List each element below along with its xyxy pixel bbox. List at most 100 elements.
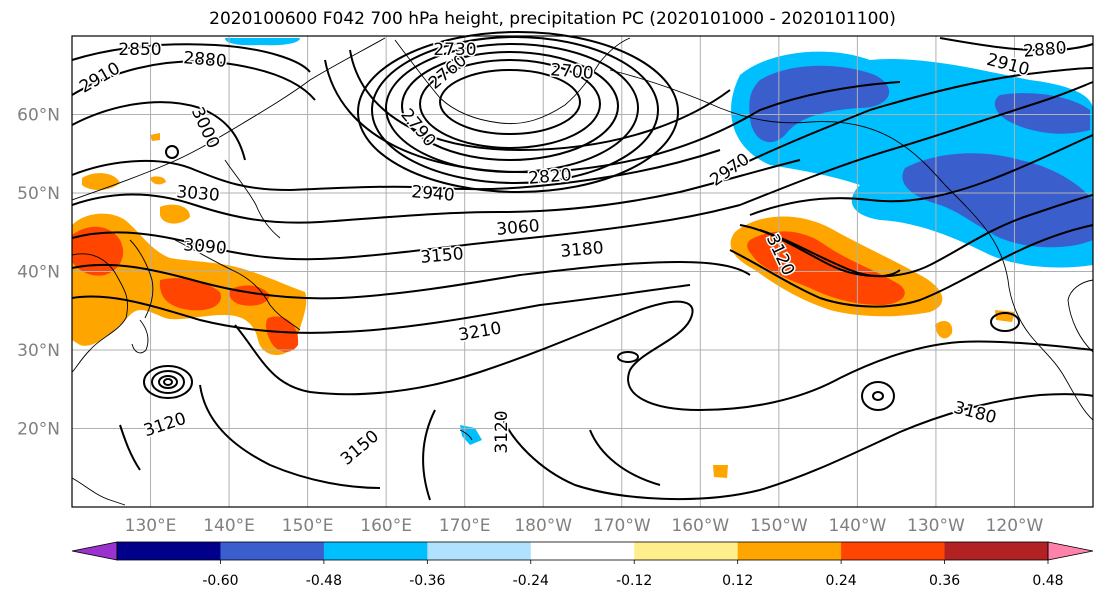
longitude-label: 140°W [829, 516, 887, 536]
longitude-label: 140°E [203, 516, 255, 536]
positive-precip-region [150, 133, 160, 141]
height-contour [371, 36, 659, 184]
longitude-label: 160°E [360, 516, 412, 536]
colorbar-tick-label: -0.12 [616, 573, 652, 589]
contour-label: 3000 [187, 104, 223, 152]
colorbar-extend-low [71, 541, 118, 561]
map-frame [71, 35, 1094, 508]
height-contour [234, 300, 1094, 412]
colorbar-segment [117, 542, 221, 560]
colorbar-tick-label: -0.48 [306, 573, 342, 589]
colorbar-segment [530, 542, 635, 560]
height-contour [163, 378, 173, 386]
height-contour [143, 365, 193, 399]
colorbar-segment [737, 542, 842, 560]
contour-label: 2970 [707, 149, 754, 190]
colorbar-tick-label: 0.24 [826, 573, 857, 589]
contour-label: 2730 [433, 40, 476, 60]
contour-label: 3180 [560, 238, 605, 262]
colorbar-outline [116, 541, 1049, 561]
negative-precip-region [225, 38, 300, 46]
height-contour [71, 204, 741, 261]
colorbar-segment [841, 542, 946, 560]
height-contour [872, 391, 884, 401]
colorbar-segment [427, 542, 532, 560]
latitude-label: 40°N [17, 263, 60, 283]
colorbar-tick-labels: -0.60 -0.48 -0.36 -0.24 -0.12 0.12 0.24 0.36 0.4… [202, 573, 1063, 589]
longitude-label: 180°W [514, 516, 572, 536]
precip-fills [72, 38, 1093, 478]
height-contour [71, 284, 691, 334]
longitude-label: 170°W [593, 516, 651, 536]
height-contour [739, 81, 1094, 206]
height-contour [71, 260, 751, 300]
colorbar-segment [323, 542, 428, 560]
contour-label: 2910 [76, 59, 123, 98]
colorbar-extend-high [1047, 541, 1094, 561]
height-contour [71, 101, 246, 161]
height-contour [71, 159, 801, 224]
positive-precip-region [713, 465, 728, 478]
latitude-label: 60°N [17, 106, 60, 126]
colorbar-segment [220, 542, 325, 560]
colorbar-tick-label: -0.60 [202, 573, 238, 589]
longitude-label: 120°W [986, 516, 1044, 536]
height-contour [729, 224, 1094, 308]
colorbar-tick-label: 0.36 [929, 573, 960, 589]
height-contour [71, 43, 311, 73]
contour-label: 3120 [492, 410, 512, 453]
colorbar-tick-label: 0.48 [1032, 573, 1063, 589]
map-title: 2020100600 F042 700 hPa height, precipit… [209, 9, 896, 29]
height-contour [422, 409, 436, 501]
positive-precip-region [82, 173, 120, 191]
height-contour [861, 381, 895, 411]
positive-precip-region [265, 316, 299, 352]
contour-label: 3060 [496, 216, 541, 240]
height-contour [349, 49, 731, 152]
positive-precip-region [160, 204, 190, 224]
height-contour [71, 149, 721, 192]
contour-label: 2880 [183, 48, 228, 72]
colorbar [71, 541, 1094, 564]
longitude-labels: 130°E 140°E 150°E 160°E 170°E 180°W 170°W 160°W… [125, 516, 1044, 536]
negative-precip-region [902, 153, 1093, 248]
contour-label: 2940 [411, 182, 456, 206]
height-contours [71, 31, 1094, 501]
colorbar-segment [944, 542, 1049, 560]
latitude-label: 30°N [17, 341, 60, 361]
height-contour [719, 67, 1094, 176]
negative-precip-region [994, 93, 1090, 134]
contour-label: 2820 [528, 165, 573, 189]
height-contour [439, 69, 581, 135]
positive-precip-region [72, 226, 124, 276]
height-contour [749, 134, 1094, 216]
contour-label: 2850 [118, 40, 161, 60]
gridlines [72, 36, 1093, 507]
negative-precip-region [460, 425, 482, 445]
colorbar-tick-label: -0.36 [409, 573, 445, 589]
height-contour [401, 51, 619, 161]
longitude-label: 130°W [907, 516, 965, 536]
coastlines [71, 37, 1094, 506]
positive-precip-region [935, 321, 953, 339]
height-contour [939, 37, 1094, 52]
height-contour [151, 370, 185, 394]
height-contour [739, 194, 1094, 278]
colorbar-tick-label: -0.24 [513, 573, 549, 589]
longitude-label: 150°W [750, 516, 808, 536]
height-contour [119, 424, 141, 471]
colorbar-segment [634, 542, 739, 560]
latitude-label: 20°N [17, 420, 60, 440]
contour-label: 3150 [420, 244, 465, 268]
height-contour [617, 351, 639, 363]
contour-label: 3150 [337, 426, 383, 469]
latitude-labels: 60°N 50°N 40°N 30°N 20°N [17, 106, 60, 440]
positive-precip-region [150, 176, 166, 185]
longitude-label: 150°E [282, 516, 334, 536]
height-contour [324, 59, 901, 174]
height-contour [589, 429, 661, 486]
height-contour [165, 145, 179, 159]
colorbar-tick-label: 0.12 [722, 573, 753, 589]
contour-label: 3090 [183, 235, 228, 259]
